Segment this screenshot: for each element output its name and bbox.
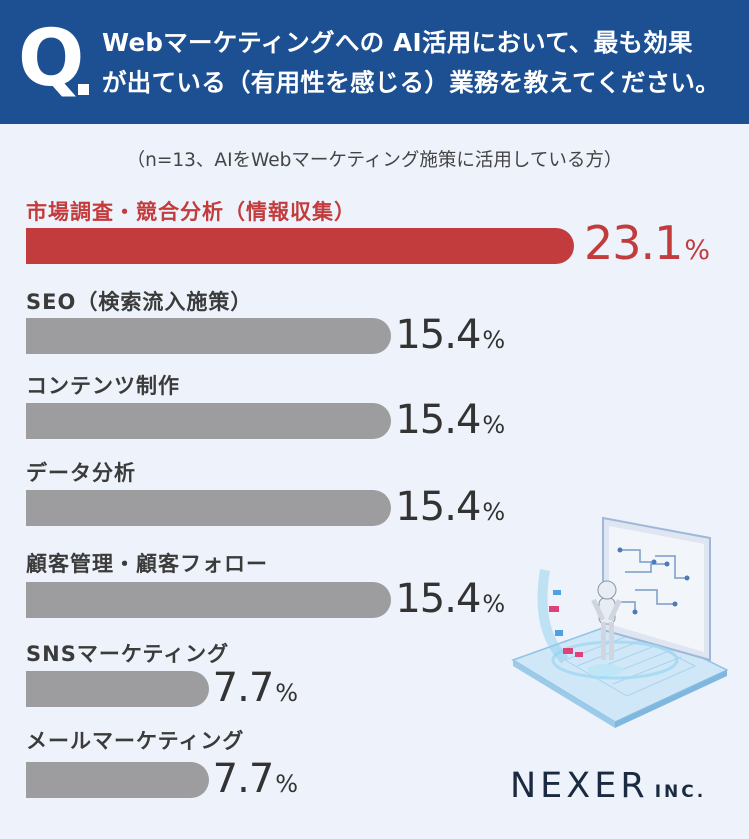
value-unit: % [275, 770, 299, 798]
bar [26, 762, 209, 798]
category-label: SEO（検索流入施策） [26, 290, 253, 314]
value-number: 15.4 [395, 397, 481, 443]
value-unit: % [482, 590, 506, 618]
q-letter: Q [18, 14, 85, 104]
question-header: Q Webマーケティングへの AI活用において、最も効果 が出ている（有用性を感… [0, 0, 749, 124]
bar [26, 318, 392, 354]
value-label: 15.4% [395, 576, 505, 627]
bar [26, 403, 392, 439]
logo-main-text: NEXER [510, 766, 649, 806]
bar [26, 582, 392, 618]
value-label: 23.1% [584, 220, 710, 274]
bar [26, 490, 392, 526]
category-label: 市場調査・競合分析（情報収集） [26, 200, 356, 224]
logo-sub-text: INC. [654, 782, 707, 802]
bar [26, 228, 574, 264]
value-number: 23.1 [584, 216, 683, 270]
category-label: データ分析 [26, 461, 136, 485]
value-number: 7.7 [212, 756, 275, 802]
value-number: 15.4 [395, 484, 481, 530]
value-number: 15.4 [395, 312, 481, 358]
value-label: 15.4% [395, 312, 505, 363]
category-label: メールマーケティング [26, 729, 245, 753]
value-unit: % [482, 326, 506, 354]
value-unit: % [275, 679, 299, 707]
nexer-logo: NEXER INC. [510, 766, 706, 806]
q-dot [78, 84, 89, 95]
value-unit: % [684, 235, 711, 266]
value-label: 15.4% [395, 397, 505, 448]
sample-note: （n=13、AIをWebマーケティング施策に活用している方） [126, 150, 623, 171]
category-label: SNSマーケティング [26, 642, 230, 666]
value-unit: % [482, 498, 506, 526]
bar [26, 671, 209, 707]
category-label: コンテンツ制作 [26, 374, 180, 398]
value-number: 7.7 [212, 665, 275, 711]
value-unit: % [482, 411, 506, 439]
question-line-1: Webマーケティングへの AI活用において、最も効果 [102, 28, 693, 57]
value-number: 15.4 [395, 576, 481, 622]
laptop-robot-illustration [511, 516, 729, 728]
question-line-2: が出ている（有用性を感じる）業務を教えてください。 [102, 68, 721, 97]
category-label: 顧客管理・顧客フォロー [26, 552, 268, 576]
value-label: 7.7% [213, 665, 298, 716]
value-label: 15.4% [395, 484, 505, 535]
value-label: 7.7% [213, 756, 298, 807]
